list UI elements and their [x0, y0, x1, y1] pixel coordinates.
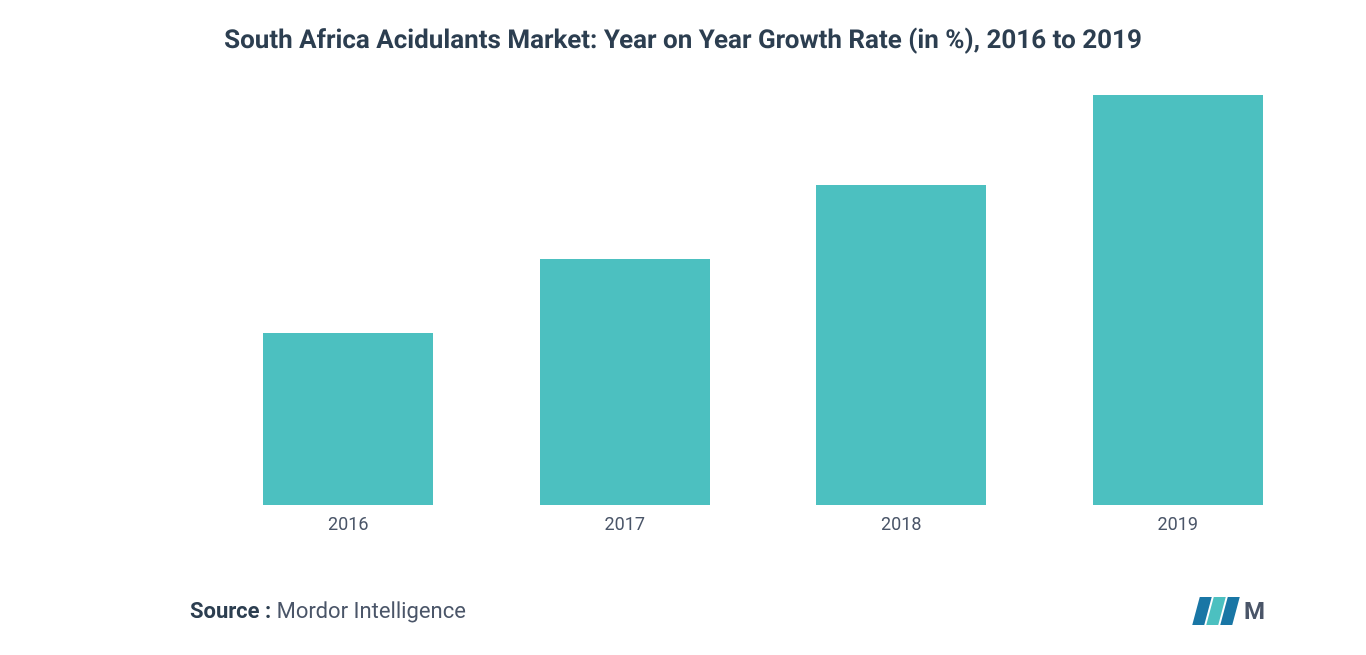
x-label-1: 2017	[540, 514, 710, 535]
chart-container: South Africa Acidulants Market: Year on …	[0, 0, 1366, 655]
bar-group-2	[816, 185, 986, 505]
source-value: Mordor Intelligence	[271, 599, 466, 624]
bar-1	[540, 259, 710, 505]
mordor-logo: M	[1196, 597, 1266, 625]
source-citation: Source : Mordor Intelligence	[190, 599, 466, 624]
logo-bars-icon	[1192, 597, 1240, 625]
plot-area: 2016 2017 2018 2019	[180, 95, 1346, 505]
x-label-3: 2019	[1093, 514, 1263, 535]
x-label-0: 2016	[263, 514, 433, 535]
bar-0	[263, 333, 433, 505]
logo-text: M	[1244, 597, 1266, 625]
chart-title: South Africa Acidulants Market: Year on …	[100, 25, 1266, 55]
x-axis-labels: 2016 2017 2018 2019	[180, 514, 1346, 535]
bars-wrapper	[180, 95, 1346, 505]
bar-group-0	[263, 333, 433, 505]
chart-footer: Source : Mordor Intelligence M	[190, 597, 1266, 625]
bar-group-1	[540, 259, 710, 505]
bar-2	[816, 185, 986, 505]
bar-group-3	[1093, 95, 1263, 505]
x-label-2: 2018	[816, 514, 986, 535]
source-label: Source :	[190, 599, 271, 624]
bar-3	[1093, 95, 1263, 505]
